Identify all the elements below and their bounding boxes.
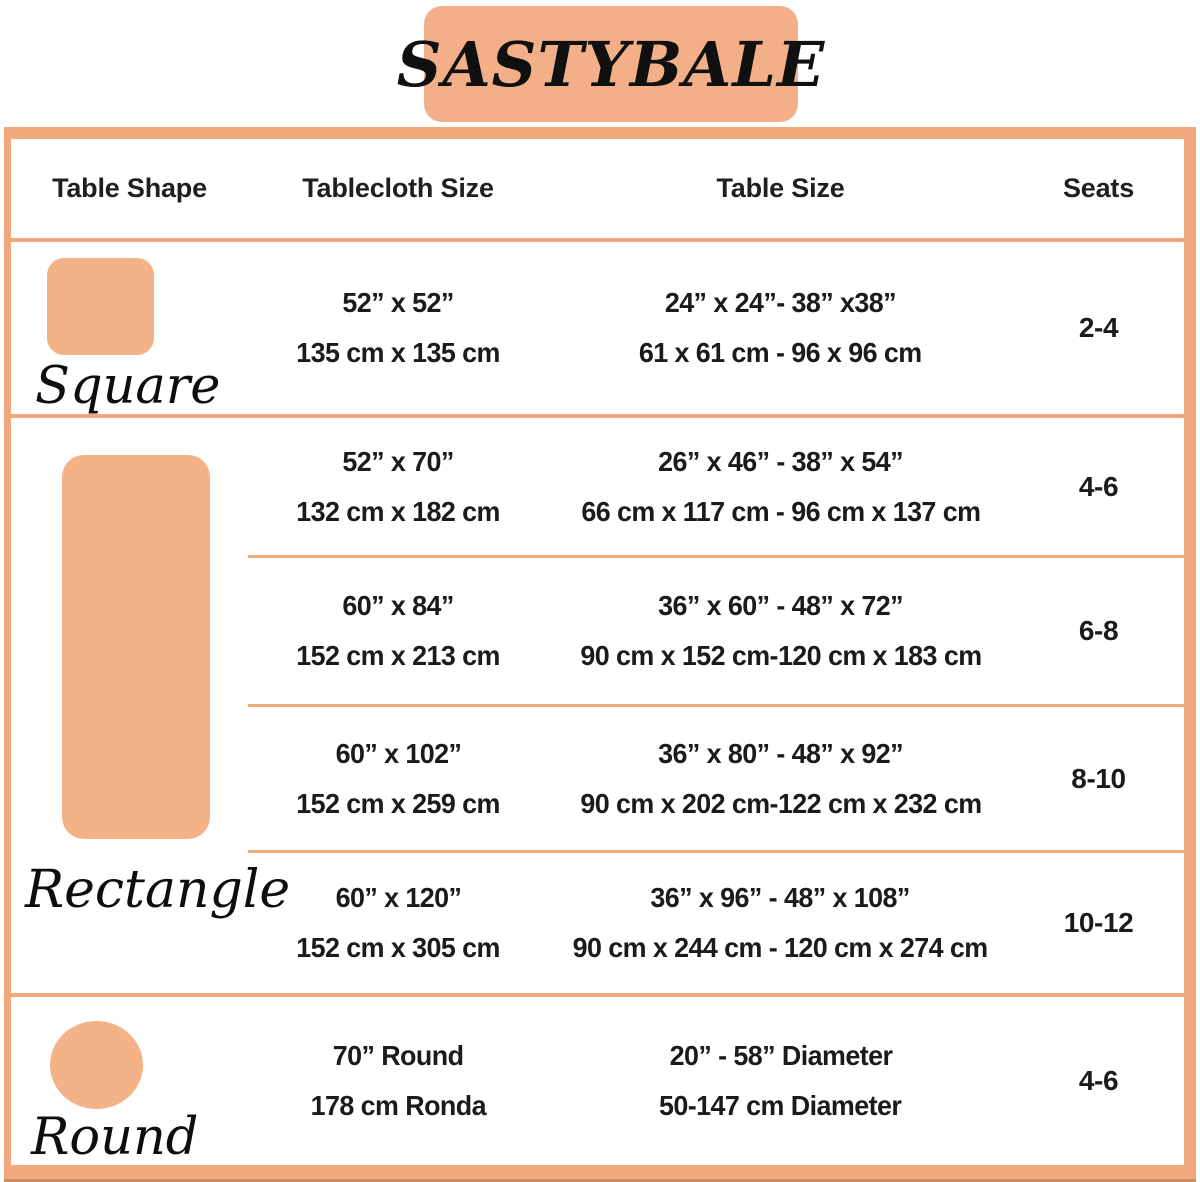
brand-title: SASTYBALE: [396, 27, 826, 101]
size-chart-table: Table Shape Tablecloth Size Table Size S…: [4, 127, 1196, 1182]
tablecloth-size-cm: 152 cm x 259 cm: [296, 787, 500, 819]
table-size-cm: 90 cm x 152 cm-120 cm x 183 cm: [579, 640, 982, 671]
table-size-inches: 36” x 80” - 48” x 92”: [658, 737, 903, 769]
shape-label-round: Round: [31, 1108, 199, 1168]
seats-value: 2-4: [1078, 312, 1119, 343]
sub-row-divider: [248, 555, 1184, 558]
tablecloth-size-cell: 70” Round 178 cm Ronda: [248, 997, 548, 1165]
seats-value: 8-10: [1071, 762, 1126, 794]
rectangle-shape-icon: [62, 455, 210, 839]
table-size-cm: 61 x 61 cm - 96 x 96 cm: [639, 337, 922, 368]
shape-label-square: Square: [35, 357, 221, 417]
column-header-table-shape: Table Shape: [52, 173, 207, 203]
tablecloth-size-inches: 52” x 70”: [342, 445, 454, 477]
tablecloth-size-cm: 135 cm x 135 cm: [296, 337, 500, 368]
header-divider: [11, 238, 1184, 242]
bottom-edge-shadow: [4, 1179, 1196, 1182]
seats-cell: 4-6: [1013, 418, 1184, 555]
column-header-seats: Seats: [1062, 173, 1135, 203]
table-size-inches: 26” x 46” - 38” x 54”: [658, 445, 903, 477]
row-divider: [11, 414, 1184, 418]
seats-cell: 10-12: [1013, 853, 1184, 993]
shape-cell-round: Round: [11, 997, 248, 1165]
table-size-cell: 26” x 46” - 38” x 54” 66 cm x 117 cm - 9…: [548, 418, 1013, 555]
table-size-cm: 90 cm x 202 cm-122 cm x 232 cm: [579, 787, 982, 819]
tablecloth-size-cm: 178 cm Ronda: [310, 1090, 486, 1121]
seats-value: 6-8: [1078, 615, 1119, 646]
tablecloth-size-inches: 52” x 52”: [342, 287, 454, 318]
sub-row-divider: [248, 704, 1184, 707]
table-size-cm: 66 cm x 117 cm - 96 cm x 137 cm: [580, 495, 981, 527]
table-size-cm: 90 cm x 244 cm - 120 cm x 274 cm: [573, 932, 989, 963]
tablecloth-size-cell: 60” x 102” 152 cm x 259 cm: [248, 707, 548, 850]
section-divider: [11, 993, 1184, 997]
brand-title-plate: SASTYBALE: [397, 6, 824, 122]
round-shape-icon: [50, 1021, 143, 1110]
table-size-cell: 24” x 24”- 38” x38” 61 x 61 cm - 96 x 96…: [548, 242, 1013, 414]
shape-label-rectangle: Rectangle: [25, 860, 291, 920]
tablecloth-size-inches: 60” x 102”: [335, 737, 461, 769]
seats-value: 10-12: [1063, 907, 1134, 938]
seats-cell: 2-4: [1013, 242, 1184, 414]
tablecloth-size-cell: 52” x 52” 135 cm x 135 cm: [248, 242, 548, 414]
tablecloth-size-inches: 60” x 120”: [335, 882, 461, 913]
table-size-cell: 36” x 80” - 48” x 92” 90 cm x 202 cm-122…: [548, 707, 1013, 850]
shape-cell-square: Square: [11, 242, 248, 414]
table-size-cell: 36” x 60” - 48” x 72” 90 cm x 152 cm-120…: [548, 558, 1013, 704]
seats-cell: 4-6: [1013, 997, 1184, 1165]
column-header-table-size: Table Size: [716, 173, 845, 203]
sub-row-divider: [248, 850, 1184, 853]
seats-value: 4-6: [1078, 1065, 1119, 1096]
tablecloth-size-cm: 132 cm x 182 cm: [296, 495, 500, 527]
tablecloth-size-cell: 52” x 70” 132 cm x 182 cm: [248, 418, 548, 555]
table-size-cell: 20” - 58” Diameter 50-147 cm Diameter: [548, 997, 1013, 1165]
seats-cell: 6-8: [1013, 558, 1184, 704]
tablecloth-size-cm: 152 cm x 213 cm: [296, 640, 500, 671]
column-header-tablecloth-size: Tablecloth Size: [302, 173, 494, 203]
table-size-inches: 24” x 24”- 38” x38”: [664, 287, 897, 318]
table-size-inches: 20” - 58” Diameter: [669, 1040, 892, 1071]
tablecloth-size-cm: 152 cm x 305 cm: [296, 932, 500, 963]
shape-cell-rectangle: Rectangle: [11, 418, 290, 993]
table-size-inches: 36” x 96” - 48” x 108”: [650, 882, 911, 913]
tablecloth-size-cell: 60” x 120” 152 cm x 305 cm: [248, 853, 548, 993]
seats-cell: 8-10: [1013, 707, 1184, 850]
square-shape-icon: [47, 258, 154, 356]
tablecloth-size-cell: 60” x 84” 152 cm x 213 cm: [248, 558, 548, 704]
tablecloth-size-inches: 60” x 84”: [342, 590, 454, 621]
tablecloth-size-inches: 70” Round: [332, 1040, 464, 1071]
seats-value: 4-6: [1078, 470, 1119, 502]
table-size-cell: 36” x 96” - 48” x 108” 90 cm x 244 cm - …: [548, 853, 1013, 993]
table-size-cm: 50-147 cm Diameter: [659, 1090, 902, 1121]
table-size-inches: 36” x 60” - 48” x 72”: [658, 590, 903, 621]
